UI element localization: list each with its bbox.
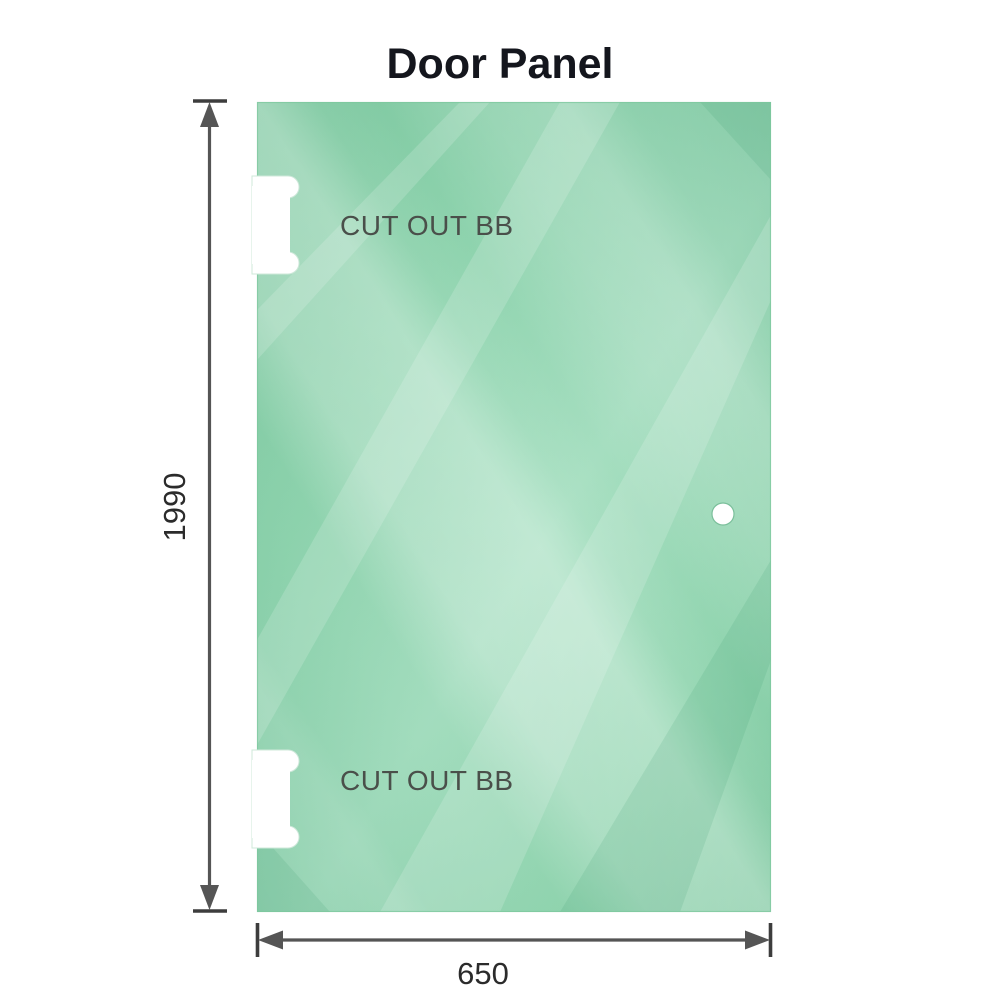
- cutout-notch-bottom: [251, 749, 300, 849]
- dimension-width-arrow-left: [258, 930, 283, 950]
- dimension-width: 650: [255, 923, 773, 991]
- dimension-height-arrow-top: [200, 102, 219, 127]
- cutout-notch-top: [251, 175, 300, 275]
- panel-outline: [256, 101, 772, 913]
- panel-diagonal-bands: [257, 102, 771, 912]
- page-title: Door Panel: [387, 40, 614, 88]
- glass-panel: [257, 102, 771, 912]
- handle-hole-icon: [711, 502, 735, 526]
- panel-corner-shade: [257, 102, 771, 912]
- dimension-height-label: 1990: [157, 473, 192, 542]
- dimension-height: 1990: [157, 99, 227, 913]
- panel-diagonal-shadows: [257, 102, 771, 912]
- cutout-label-bottom: CUT OUT BB: [340, 765, 514, 796]
- dimension-height-arrow-bottom: [200, 885, 219, 910]
- dimension-width-label: 650: [457, 956, 509, 991]
- dimension-width-arrow-right: [745, 930, 770, 950]
- cutout-label-top: CUT OUT BB: [340, 210, 514, 241]
